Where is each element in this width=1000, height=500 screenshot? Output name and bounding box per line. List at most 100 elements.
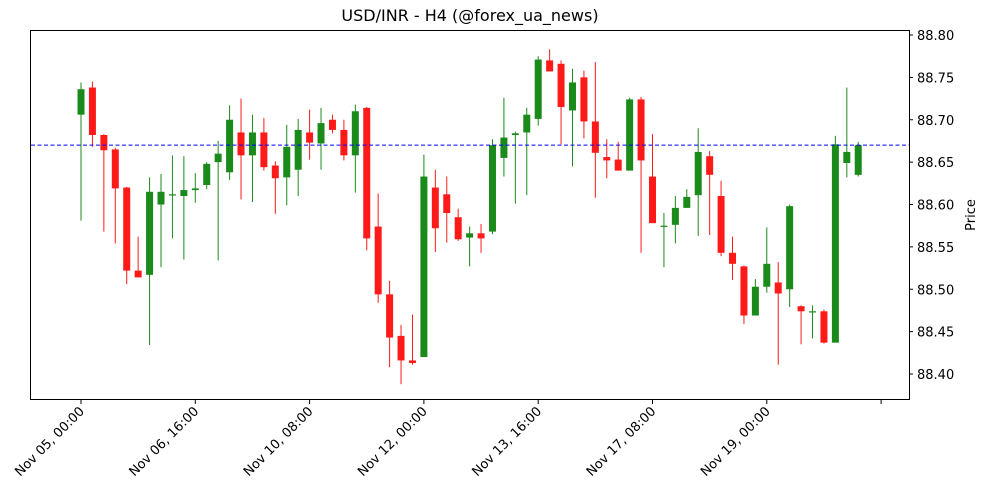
candle: [809, 305, 817, 339]
y-tick-label: 88.50: [917, 283, 954, 298]
candle-body: [557, 63, 565, 108]
y-tick-label: 88.45: [917, 326, 954, 341]
candle: [146, 177, 154, 346]
candle-body: [774, 282, 782, 294]
candle: [751, 279, 759, 316]
x-tick-label: Nov 13, 16:00: [470, 404, 546, 480]
candle: [248, 114, 256, 202]
candle: [683, 189, 691, 208]
candle: [271, 161, 279, 214]
candle-body: [408, 360, 416, 363]
candle: [557, 60, 565, 145]
candle: [706, 151, 714, 236]
candle: [763, 227, 771, 293]
candle-body: [649, 176, 656, 224]
candle-body: [626, 99, 634, 171]
candle-body: [683, 196, 691, 208]
candle-body: [443, 194, 451, 213]
candle: [306, 109, 314, 160]
candle-body: [294, 129, 302, 170]
candle: [328, 114, 336, 134]
candle: [111, 147, 119, 244]
candle: [351, 104, 359, 193]
y-tick-label: 88.55: [917, 241, 954, 256]
candle-body: [786, 206, 794, 290]
candle-body: [100, 135, 108, 151]
candle: [214, 140, 222, 261]
candle-body: [500, 137, 508, 158]
candle: [774, 262, 782, 365]
candle-body: [306, 132, 314, 143]
candle: [340, 119, 348, 161]
candle: [797, 305, 805, 345]
candle: [477, 223, 485, 253]
candle-body: [283, 146, 291, 178]
candle: [431, 169, 439, 252]
candle: [374, 193, 382, 303]
candle: [626, 97, 634, 171]
candle-body: [671, 207, 679, 225]
candle-body: [591, 121, 599, 153]
candle-body: [660, 225, 668, 227]
candle-body: [214, 153, 222, 163]
candle: [831, 135, 839, 343]
candle: [420, 154, 428, 358]
x-tick-label: Nov 19, 00:00: [698, 404, 774, 480]
candle-body: [351, 111, 359, 156]
candle-body: [88, 87, 96, 136]
candle: [511, 131, 519, 204]
candle-body: [248, 132, 256, 156]
candle: [283, 124, 291, 206]
candle: [649, 134, 656, 224]
candle-body: [797, 306, 805, 312]
y-tick-label: 88.75: [917, 71, 954, 86]
candles-layer: [77, 49, 862, 385]
candle-body: [523, 114, 531, 133]
candle-body: [420, 176, 428, 358]
candle: [386, 280, 394, 368]
candle-body: [111, 149, 119, 189]
candle-body: [751, 286, 759, 316]
candle-body: [77, 89, 85, 115]
candle: [443, 176, 451, 243]
x-tick-label: Nov 06, 16:00: [127, 404, 203, 480]
candle: [237, 98, 245, 200]
candle: [637, 96, 645, 253]
candle: [363, 107, 371, 251]
x-tick-label: Nov 10, 08:00: [241, 404, 317, 480]
candle-body: [180, 190, 188, 197]
candle: [203, 162, 211, 190]
candle: [454, 208, 462, 241]
candle: [603, 139, 611, 179]
candle-body: [328, 119, 336, 130]
candle-body: [694, 151, 702, 196]
candle: [534, 56, 542, 126]
plot-frame: [30, 30, 910, 400]
candle: [546, 49, 554, 72]
candle-body: [168, 194, 176, 196]
candle-body: [580, 77, 588, 122]
candle-body: [123, 187, 131, 271]
candle-body: [374, 226, 382, 295]
candle: [134, 236, 142, 278]
candle: [671, 196, 679, 244]
candle: [88, 81, 96, 147]
candle-body: [717, 196, 725, 253]
candle: [820, 309, 828, 344]
y-axis: 88.40 88.45 88.50 88.55 88.60 88.65 88.70 88.75…: [909, 29, 954, 383]
candle-body: [706, 156, 714, 175]
candle: [191, 173, 199, 203]
x-tick-label: Nov 12, 00:00: [355, 404, 431, 480]
candle: [294, 118, 302, 197]
candle-body: [614, 159, 622, 171]
candle: [843, 87, 851, 178]
candle: [466, 226, 474, 267]
candle-body: [511, 133, 519, 136]
candle: [660, 212, 668, 268]
candle-body: [534, 59, 542, 119]
candle: [591, 62, 599, 198]
candle: [408, 314, 416, 365]
candle: [523, 107, 531, 196]
candle-body: [466, 233, 474, 238]
candle: [168, 155, 176, 239]
